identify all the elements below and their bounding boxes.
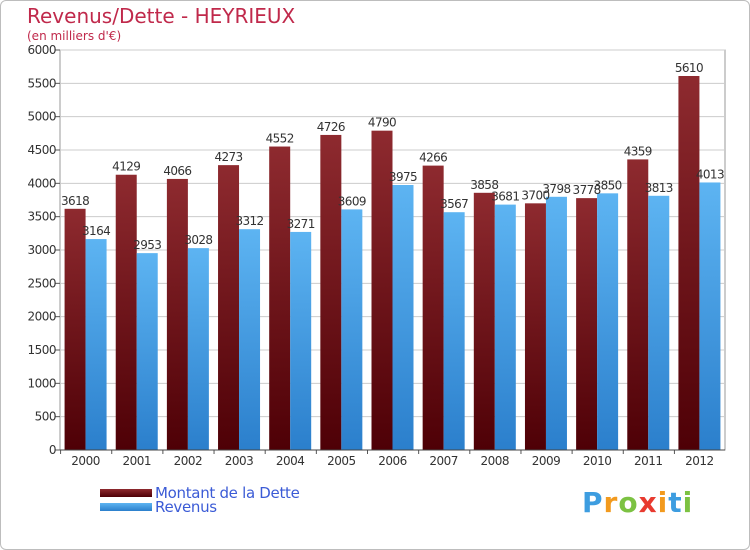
bar-dette [627, 159, 649, 450]
data-label-revenus: 3028 [184, 233, 212, 247]
data-label-dette: 3858 [470, 178, 498, 192]
bar-dette [678, 76, 700, 450]
bar-dette [371, 130, 393, 450]
legend-swatch-revenus [100, 503, 152, 511]
y-axis-ticks: 0 500 1000 1500 2000 2500 3000 3500 4000 4500 5000… [27, 43, 60, 457]
data-label-revenus: 2953 [133, 238, 161, 252]
data-label-dette: 4066 [163, 164, 191, 178]
y-tick-label: 1000 [27, 376, 56, 390]
data-label-dette: 3618 [61, 194, 89, 208]
data-label-revenus: 4013 [696, 167, 724, 181]
bar-dette [64, 208, 86, 450]
data-label-dette: 3700 [521, 188, 549, 202]
bar-dette [473, 192, 495, 451]
data-label-revenus: 3850 [594, 178, 622, 192]
data-label-revenus: 3271 [287, 217, 315, 231]
bar-revenus [136, 253, 158, 450]
data-label-dette: 4726 [317, 120, 345, 134]
bar-revenus [85, 239, 107, 450]
data-label-dette: 5610 [675, 61, 703, 75]
bar-revenus [341, 209, 363, 450]
x-tick-label: 2000 [71, 454, 100, 468]
logo-letter: i [657, 486, 669, 519]
chart-subtitle: (en milliers d'€) [27, 29, 122, 43]
y-tick-label: 5500 [27, 76, 56, 90]
data-label-revenus: 3567 [440, 197, 468, 211]
x-tick-label: 2006 [378, 454, 407, 468]
logo-letter: P [582, 486, 604, 519]
data-label-dette: 4266 [419, 151, 447, 165]
logo-letter: i [682, 486, 694, 519]
bar-revenus [648, 195, 670, 450]
legend-label-dette: Montant de la Dette [155, 484, 300, 502]
proxiti-logo: Proxiti [582, 486, 693, 519]
y-tick-label: 2500 [27, 276, 56, 290]
logo-letter: x [638, 486, 658, 519]
data-label-revenus: 3609 [338, 194, 366, 208]
y-tick-label: 4500 [27, 143, 56, 157]
data-label-dette: 4359 [624, 144, 652, 158]
data-label-revenus: 3164 [82, 224, 110, 238]
bar-revenus [443, 212, 465, 450]
y-tick-label: 2000 [27, 310, 56, 324]
bar-revenus [699, 182, 721, 450]
bars [64, 76, 721, 451]
y-tick-label: 0 [49, 443, 56, 457]
x-tick-label: 2010 [583, 454, 612, 468]
data-label-dette: 3778 [573, 183, 601, 197]
x-tick-label: 2003 [225, 454, 254, 468]
y-tick-label: 1500 [27, 343, 56, 357]
x-tick-label: 2009 [532, 454, 561, 468]
data-label-revenus: 3681 [491, 190, 519, 204]
y-tick-label: 4000 [27, 176, 56, 190]
y-tick-label: 500 [35, 410, 56, 424]
data-label-revenus: 3312 [235, 214, 263, 228]
x-tick-label: 2012 [685, 454, 714, 468]
bar-dette [320, 134, 342, 450]
logo-letter: t [668, 486, 683, 519]
bar-revenus [494, 204, 516, 450]
data-label-dette: 4790 [368, 116, 396, 130]
bar-revenus [187, 248, 209, 450]
bar-dette [269, 146, 291, 451]
bar-revenus [290, 231, 312, 450]
x-tick-label: 2001 [122, 454, 151, 468]
x-tick-label: 2011 [634, 454, 663, 468]
bar-revenus [545, 196, 567, 450]
x-tick-label: 2002 [174, 454, 203, 468]
x-tick-label: 2004 [276, 454, 305, 468]
x-axis-ticks: 2000 2001 2002 2003 2004 2005 2006 2007 2008 2009… [60, 450, 714, 468]
data-label-dette: 4129 [112, 160, 140, 174]
data-label-revenus: 3813 [645, 181, 673, 195]
x-tick-label: 2005 [327, 454, 356, 468]
bar-dette [166, 178, 188, 450]
y-tick-label: 3000 [27, 243, 56, 257]
bar-dette [218, 165, 240, 450]
chart-title: Revenus/Dette - HEYRIEUX [27, 4, 296, 28]
logo-letter: o [618, 486, 639, 519]
x-tick-label: 2008 [481, 454, 510, 468]
logo-letter: r [603, 486, 619, 519]
bar-revenus [597, 193, 619, 451]
data-labels: 3618 3164 4129 2953 4066 3028 4273 3312 4552 3271… [61, 61, 725, 252]
data-label-revenus: 3975 [389, 170, 417, 184]
bar-revenus [239, 229, 261, 450]
legend-label-revenus: Revenus [155, 498, 217, 516]
bar-dette [524, 203, 546, 450]
bar-dette [576, 198, 598, 450]
bar-dette [422, 165, 444, 450]
bar-dette [115, 174, 137, 450]
bar-revenus [392, 185, 414, 450]
y-tick-label: 3500 [27, 210, 56, 224]
data-label-revenus: 3798 [542, 182, 570, 196]
legend-swatch-dette [100, 489, 152, 497]
y-tick-label: 6000 [27, 43, 56, 57]
y-tick-label: 5000 [27, 110, 56, 124]
x-tick-label: 2007 [429, 454, 458, 468]
data-label-dette: 4552 [266, 132, 294, 146]
data-label-dette: 4273 [214, 150, 242, 164]
